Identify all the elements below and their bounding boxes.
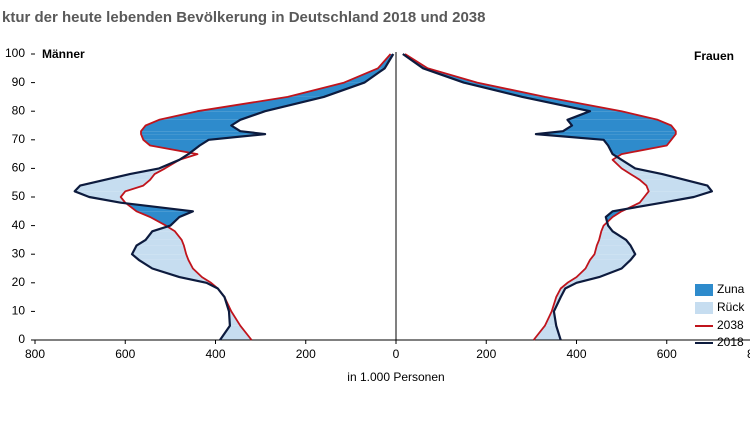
- change-area: [132, 254, 189, 260]
- legend-swatch: [695, 302, 713, 314]
- change-area: [522, 96, 622, 112]
- x-tick-label: 200: [476, 347, 496, 361]
- change-area: [145, 231, 182, 240]
- change-area: [599, 231, 627, 240]
- y-tick-label: 70: [12, 132, 26, 146]
- change-area: [136, 239, 184, 246]
- change-area: [567, 111, 658, 120]
- change-area: [585, 259, 631, 269]
- panel-label: Männer: [42, 47, 85, 61]
- change-area: [132, 245, 187, 255]
- change-area: [159, 111, 266, 120]
- change-area: [630, 174, 685, 180]
- x-tick-label: 200: [296, 347, 316, 361]
- change-area: [145, 119, 241, 126]
- x-tick-label: 400: [205, 347, 225, 361]
- series-line: [404, 53, 677, 341]
- change-area: [138, 259, 193, 269]
- y-tick-label: 20: [12, 275, 26, 289]
- x-tick-label: 400: [566, 347, 586, 361]
- change-area: [612, 159, 636, 169]
- change-area: [141, 134, 266, 140]
- y-tick-label: 100: [5, 46, 25, 60]
- change-area: [136, 211, 193, 218]
- legend-label: Zuna: [717, 282, 745, 296]
- change-area: [601, 225, 613, 232]
- change-area: [562, 125, 676, 132]
- y-tick-label: 50: [12, 189, 26, 203]
- y-tick-label: 80: [12, 103, 26, 117]
- y-tick-label: 10: [12, 304, 26, 318]
- change-area: [141, 131, 266, 135]
- x-tick-label: 800: [747, 347, 750, 361]
- change-area: [533, 325, 561, 340]
- change-area: [603, 139, 672, 146]
- chart-title: ktur der heute lebenden Bevölkerung in D…: [2, 9, 485, 26]
- change-area: [535, 134, 676, 140]
- legend-label: 2018: [717, 335, 744, 349]
- x-tick-label: 0: [393, 347, 400, 361]
- series-line: [402, 53, 713, 341]
- legend-label: 2038: [717, 318, 744, 332]
- change-area: [639, 179, 708, 186]
- x-tick-label: 600: [657, 347, 677, 361]
- change-area: [104, 174, 155, 180]
- change-area: [535, 131, 676, 135]
- y-tick-label: 60: [12, 161, 26, 175]
- change-area: [80, 179, 151, 186]
- x-axis-label: in 1.000 Personen: [347, 370, 444, 384]
- y-tick-label: 30: [12, 246, 26, 260]
- x-tick-label: 600: [115, 347, 135, 361]
- change-area: [646, 185, 712, 192]
- change-area: [596, 239, 631, 246]
- change-area: [197, 96, 324, 112]
- change-area: [141, 125, 241, 132]
- change-area: [576, 268, 622, 278]
- series-line: [73, 53, 395, 341]
- change-area: [567, 119, 672, 126]
- change-area: [590, 254, 636, 260]
- change-area: [287, 82, 365, 97]
- legend-label: Rück: [717, 300, 745, 314]
- x-tick-label: 800: [25, 347, 45, 361]
- change-area: [143, 139, 209, 146]
- y-tick-label: 40: [12, 218, 26, 232]
- legend-swatch: [695, 284, 713, 296]
- change-area: [74, 185, 144, 192]
- series-line: [119, 53, 392, 341]
- y-tick-label: 0: [18, 332, 25, 346]
- change-area: [594, 245, 636, 255]
- y-tick-label: 90: [12, 75, 26, 89]
- change-area: [152, 268, 202, 278]
- panel-label: Frauen: [694, 49, 734, 63]
